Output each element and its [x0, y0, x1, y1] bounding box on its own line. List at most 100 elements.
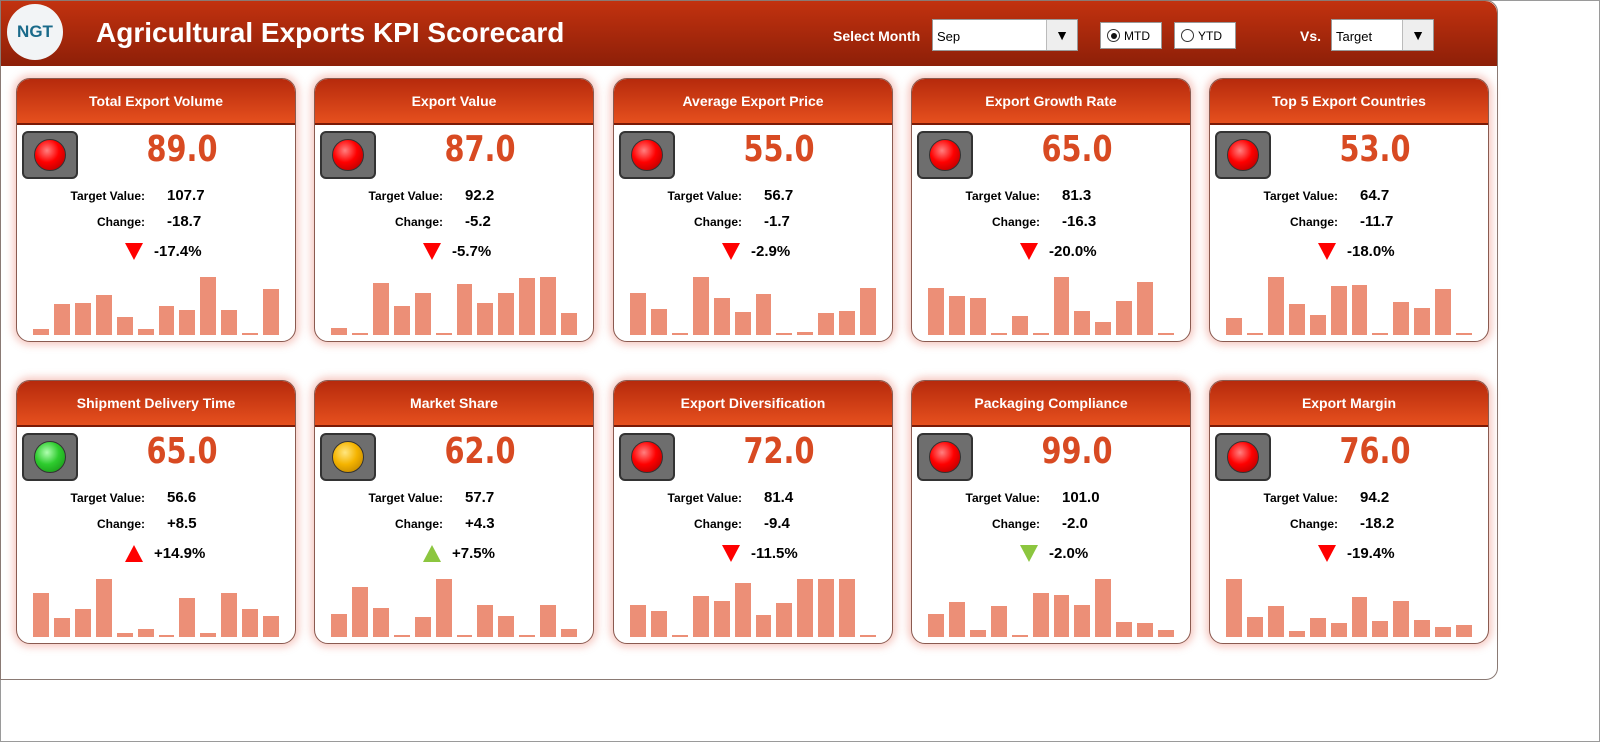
sparkline-bar — [179, 597, 196, 637]
sparkline-bar — [33, 328, 49, 335]
mtd-radio[interactable]: MTD — [1100, 22, 1162, 49]
kpi-value: 87.0 — [444, 129, 516, 170]
change-label: Change: — [1290, 517, 1338, 531]
trend-up-icon — [125, 545, 143, 562]
sparkline-bar — [351, 587, 368, 637]
sparkline-bar — [1246, 333, 1263, 335]
change-label: Change: — [992, 517, 1040, 531]
sparkline-bar — [158, 635, 175, 637]
sparkline-bar — [137, 328, 154, 335]
sparkline-bar — [372, 283, 389, 335]
sparkline-bar — [1435, 627, 1452, 637]
ngt-logo: NGT — [7, 4, 63, 60]
sparkline-bar — [137, 628, 154, 637]
vs-dropdown[interactable]: Target ▼ — [1331, 19, 1434, 51]
target-label: Target Value: — [965, 491, 1040, 505]
sparkline-bar — [95, 579, 112, 637]
sparkline-bar — [263, 289, 280, 335]
sparkline-bar — [561, 628, 578, 637]
status-red-icon — [929, 441, 961, 473]
sparkline-bar — [242, 608, 259, 637]
trend-down-icon — [1318, 545, 1336, 562]
sparkline-bar — [1226, 579, 1242, 637]
sparkline-bar — [477, 302, 494, 335]
sparkline-bar — [1456, 625, 1473, 637]
status-red-icon — [1227, 441, 1259, 473]
sparkline-bar — [53, 618, 70, 637]
sparkline-bar — [928, 613, 944, 637]
change-value: -1.7 — [764, 213, 790, 230]
sparkline-chart — [33, 275, 280, 335]
sparkline-bar — [393, 306, 410, 335]
radio-selected-icon — [1107, 29, 1120, 42]
chevron-down-icon[interactable]: ▼ — [1046, 20, 1077, 50]
change-label: Change: — [97, 517, 145, 531]
ytd-radio[interactable]: YTD — [1174, 22, 1236, 49]
status-light — [917, 131, 973, 179]
sparkline-chart — [331, 275, 578, 335]
sparkline-bar — [116, 632, 133, 637]
sparkline-bar — [200, 632, 217, 637]
sparkline-chart — [630, 577, 877, 637]
sparkline-bar — [33, 592, 49, 637]
sparkline-bar — [477, 605, 494, 637]
target-value: 64.7 — [1360, 187, 1390, 204]
sparkline-bar — [1137, 623, 1154, 637]
sparkline-chart — [928, 275, 1175, 335]
sparkline-bar — [498, 615, 515, 637]
sparkline-bar — [650, 611, 667, 637]
status-light — [619, 131, 675, 179]
kpi-title: Average Export Price — [614, 79, 892, 125]
trend-down-icon — [125, 243, 143, 260]
kpi-card: Top 5 Export Countries 53.0 Target Value… — [1209, 78, 1489, 342]
chevron-down-icon[interactable]: ▼ — [1402, 20, 1433, 50]
sparkline-bar — [540, 605, 557, 637]
sparkline-bar — [116, 316, 133, 335]
target-value: 101.0 — [1062, 489, 1100, 506]
sparkline-chart — [1226, 577, 1473, 637]
sparkline-bar — [990, 606, 1007, 637]
sparkline-bar — [414, 292, 431, 335]
kpi-card: Export Diversification 72.0 Target Value… — [613, 380, 893, 644]
kpi-card: Export Margin 76.0 Target Value: 94.2 Ch… — [1209, 380, 1489, 644]
target-label: Target Value: — [70, 189, 145, 203]
sparkline-bar — [221, 309, 238, 335]
change-value: +8.5 — [167, 515, 197, 532]
sparkline-bar — [776, 602, 793, 637]
change-percent: -5.7% — [452, 243, 492, 260]
sparkline-bar — [331, 613, 347, 637]
sparkline-bar — [1032, 333, 1049, 335]
change-percent: -20.0% — [1049, 243, 1097, 260]
kpi-card: Export Growth Rate 65.0 Target Value: 81… — [911, 78, 1191, 342]
change-value: -9.4 — [764, 515, 790, 532]
sparkline-bar — [200, 277, 217, 335]
sparkline-bar — [519, 635, 536, 637]
status-red-icon — [631, 441, 663, 473]
sparkline-bar — [53, 304, 70, 335]
sparkline-bar — [1158, 629, 1175, 637]
vs-value: Target — [1336, 29, 1373, 44]
change-label: Change: — [694, 517, 742, 531]
change-value: -11.7 — [1360, 213, 1394, 230]
sparkline-bar — [860, 635, 877, 637]
vs-label: Vs. — [1300, 28, 1322, 44]
trend-down-icon — [722, 243, 740, 260]
change-percent: -19.4% — [1347, 545, 1395, 562]
target-value: 81.4 — [764, 489, 794, 506]
kpi-title: Shipment Delivery Time — [17, 381, 295, 427]
sparkline-bar — [414, 616, 431, 637]
kpi-value: 62.0 — [444, 431, 516, 472]
target-value: 94.2 — [1360, 489, 1390, 506]
sparkline-bar — [1330, 286, 1347, 335]
status-light — [619, 433, 675, 481]
select-month-label: Select Month — [833, 28, 921, 44]
month-dropdown[interactable]: Sep ▼ — [932, 19, 1078, 51]
kpi-value: 55.0 — [743, 129, 815, 170]
sparkline-bar — [1011, 316, 1028, 335]
sparkline-bar — [1414, 620, 1431, 637]
target-label: Target Value: — [368, 491, 443, 505]
change-percent: -11.5% — [751, 545, 798, 562]
sparkline-bar — [818, 312, 835, 335]
trend-down-icon — [1020, 545, 1038, 562]
sparkline-chart — [331, 577, 578, 637]
